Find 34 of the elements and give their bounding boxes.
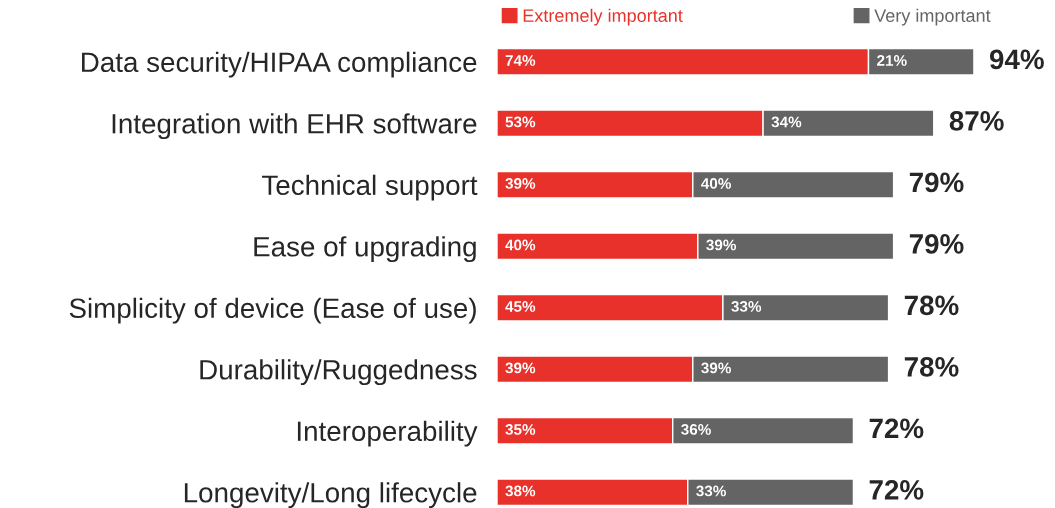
total-label: 72%	[869, 480, 924, 500]
y-tick-label: Durability/Ruggedness	[200, 359, 477, 386]
total-label: 72%	[869, 418, 924, 439]
data-label: 39%	[505, 178, 536, 189]
data-label: 36%	[681, 424, 711, 435]
total-label: 94%	[989, 49, 1044, 70]
data-label: 38%	[505, 485, 536, 497]
legend-label: Very important	[874, 8, 991, 26]
data-label: 53%	[505, 116, 536, 128]
y-tick-label: Integration with EHR software	[112, 113, 477, 140]
total-label: 78%	[904, 295, 959, 316]
total-label: 78%	[904, 357, 959, 377]
data-label: 40%	[505, 239, 536, 251]
data-label: 74%	[505, 55, 536, 66]
data-label: 39%	[701, 362, 731, 374]
total-label: 87%	[949, 111, 1004, 131]
data-label: 33%	[696, 485, 726, 497]
y-tick-label: Simplicity of device (Ease of use)	[69, 297, 476, 324]
y-tick-label: Ease of upgrading	[254, 236, 476, 263]
data-label: 35%	[505, 424, 536, 435]
data-label: 21%	[877, 55, 907, 66]
total-label: 79%	[909, 172, 964, 193]
y-tick-label: Longevity/Long lifecycle	[184, 482, 477, 508]
legend-label: Extremely important	[523, 8, 683, 26]
data-label: 40%	[701, 178, 731, 189]
data-label: 33%	[731, 301, 762, 312]
data-label: 39%	[706, 239, 737, 251]
data-label: 34%	[771, 116, 802, 128]
y-tick-label: Interoperability	[297, 420, 478, 447]
y-tick-label: Data security/HIPAA compliance	[82, 51, 477, 78]
y-tick-label: Technical support	[262, 174, 478, 201]
data-label: 45%	[505, 301, 536, 312]
data-label: 39%	[505, 362, 536, 374]
total-label: 79%	[909, 234, 964, 254]
